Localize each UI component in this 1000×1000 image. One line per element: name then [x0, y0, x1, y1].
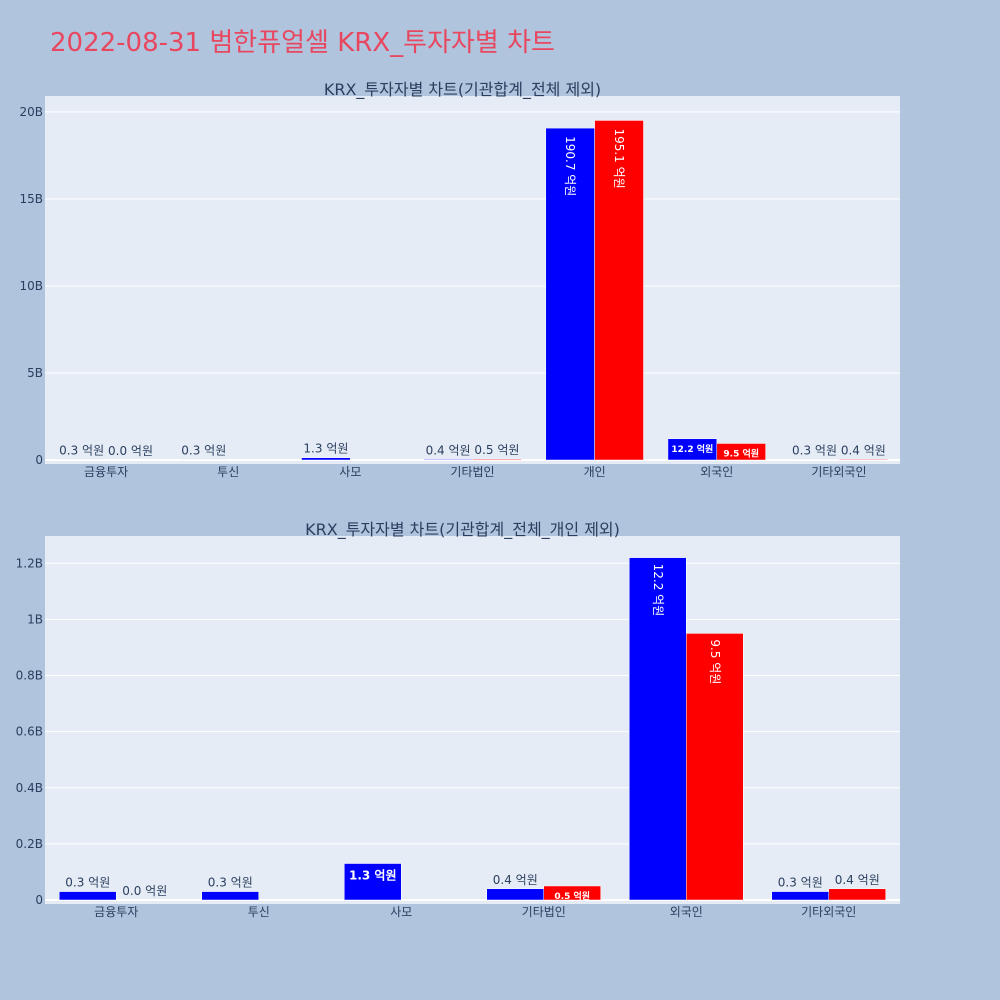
bar	[179, 459, 229, 461]
data-label: 190.7 억원	[563, 136, 577, 196]
data-label: 0.3 억원	[792, 443, 837, 457]
bar	[629, 557, 687, 901]
bar	[828, 888, 886, 901]
data-label: 0.4 억원	[426, 443, 471, 457]
data-label: 0.3 억원	[208, 876, 253, 890]
bar	[301, 457, 351, 461]
plot-area	[45, 96, 900, 464]
data-label: 12.2 억원	[671, 443, 713, 455]
y-tick-label: 5B	[27, 366, 43, 380]
y-tick-label: 10B	[19, 279, 43, 293]
bar	[545, 127, 595, 461]
x-tick-label: 금융투자	[94, 905, 138, 919]
plot-area	[45, 536, 900, 904]
bar	[789, 459, 840, 461]
x-tick-label: 개인	[584, 465, 606, 479]
y-tick-label: 20B	[19, 105, 43, 119]
data-label: 0.3 억원	[59, 443, 104, 457]
bar	[423, 459, 473, 461]
y-tick-label: 0.4B	[16, 781, 43, 795]
chart-title: KRX_투자자별 차트(기관합계_전체_개인 제외)	[305, 520, 620, 540]
data-label: 0.4 억원	[835, 873, 880, 887]
y-tick-label: 0.8B	[16, 669, 43, 683]
y-tick-label: 0.6B	[16, 725, 43, 739]
bar	[838, 459, 889, 461]
x-tick-label: 투신	[248, 905, 270, 919]
data-label: 0.5 억원	[474, 443, 519, 457]
data-label: 0.3 억원	[181, 443, 226, 457]
y-tick-label: 0	[35, 893, 43, 907]
bar	[201, 891, 259, 901]
x-tick-label: 외국인	[700, 465, 733, 479]
bar	[594, 120, 644, 461]
x-tick-label: 금융투자	[84, 465, 128, 479]
page-title: 2022-08-31 범한퓨얼셀 KRX_투자자별 차트	[50, 28, 555, 58]
bar	[56, 459, 107, 461]
bar	[771, 891, 829, 901]
y-tick-label: 0	[35, 453, 43, 467]
x-tick-label: 기타외국인	[811, 465, 866, 479]
data-label: 1.3 억원	[349, 869, 397, 883]
data-label: 0.5 억원	[554, 890, 590, 902]
y-tick-label: 0.2B	[16, 837, 43, 851]
data-label: 0.3 억원	[65, 876, 110, 890]
y-tick-label: 15B	[19, 192, 43, 206]
data-label: 0.3 억원	[778, 876, 823, 890]
bar	[59, 891, 117, 901]
x-tick-label: 기타법인	[522, 905, 566, 919]
x-tick-label: 투신	[217, 465, 239, 479]
bar	[686, 633, 744, 901]
chart-title: KRX_투자자별 차트(기관합계_전체 제외)	[324, 80, 601, 100]
bar	[472, 458, 522, 461]
data-label: 0.0 억원	[108, 444, 153, 458]
data-label: 0.4 억원	[493, 873, 538, 887]
data-label: 1.3 억원	[303, 442, 348, 456]
bar	[486, 888, 544, 901]
x-tick-label: 외국인	[670, 905, 703, 919]
y-tick-label: 1B	[27, 612, 43, 626]
y-tick-label: 1.2B	[16, 556, 43, 570]
x-tick-label: 기타외국인	[801, 905, 856, 919]
data-label: 12.2 억원	[651, 564, 665, 617]
data-label: 0.0 억원	[122, 884, 167, 898]
data-label: 195.1 억원	[612, 128, 626, 188]
x-tick-label: 기타법인	[450, 465, 494, 479]
bar	[716, 443, 766, 461]
data-label: 9.5 억원	[723, 447, 759, 459]
data-label: 0.4 억원	[841, 443, 886, 457]
x-tick-label: 사모	[390, 905, 412, 919]
x-tick-label: 사모	[339, 465, 361, 479]
bar	[543, 885, 601, 901]
data-label: 9.5 억원	[708, 639, 722, 684]
bar	[344, 863, 402, 901]
